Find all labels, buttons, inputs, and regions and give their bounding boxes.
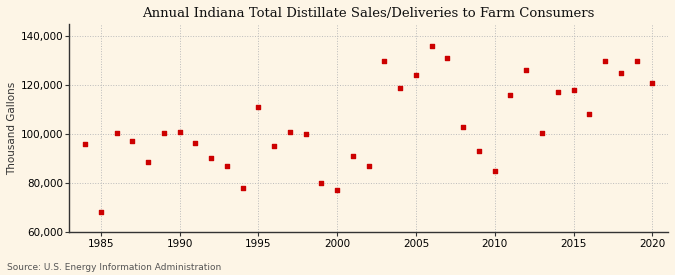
Point <box>427 44 437 48</box>
Point <box>269 144 279 148</box>
Point <box>174 129 185 134</box>
Point <box>616 71 626 75</box>
Point <box>537 131 547 135</box>
Point <box>142 160 153 164</box>
Point <box>395 85 406 90</box>
Point <box>127 139 138 144</box>
Point <box>111 131 122 135</box>
Point <box>442 56 453 60</box>
Point <box>80 142 90 146</box>
Point <box>458 125 468 129</box>
Point <box>379 58 390 63</box>
Point <box>584 112 595 117</box>
Point <box>300 132 311 136</box>
Point <box>631 58 642 63</box>
Point <box>410 73 421 78</box>
Text: Source: U.S. Energy Information Administration: Source: U.S. Energy Information Administ… <box>7 263 221 272</box>
Point <box>331 188 342 192</box>
Point <box>159 131 169 135</box>
Point <box>237 186 248 190</box>
Point <box>599 58 610 63</box>
Point <box>284 129 295 134</box>
Y-axis label: Thousand Gallons: Thousand Gallons <box>7 81 17 175</box>
Point <box>552 90 563 95</box>
Point <box>190 140 200 145</box>
Point <box>474 149 485 153</box>
Point <box>647 80 657 85</box>
Point <box>521 68 532 73</box>
Point <box>221 164 232 168</box>
Point <box>316 181 327 185</box>
Title: Annual Indiana Total Distillate Sales/Deliveries to Farm Consumers: Annual Indiana Total Distillate Sales/De… <box>142 7 595 20</box>
Point <box>348 154 358 158</box>
Point <box>568 88 579 92</box>
Point <box>206 156 217 161</box>
Point <box>95 210 106 214</box>
Point <box>363 164 374 168</box>
Point <box>489 169 500 173</box>
Point <box>253 105 264 109</box>
Point <box>505 93 516 97</box>
